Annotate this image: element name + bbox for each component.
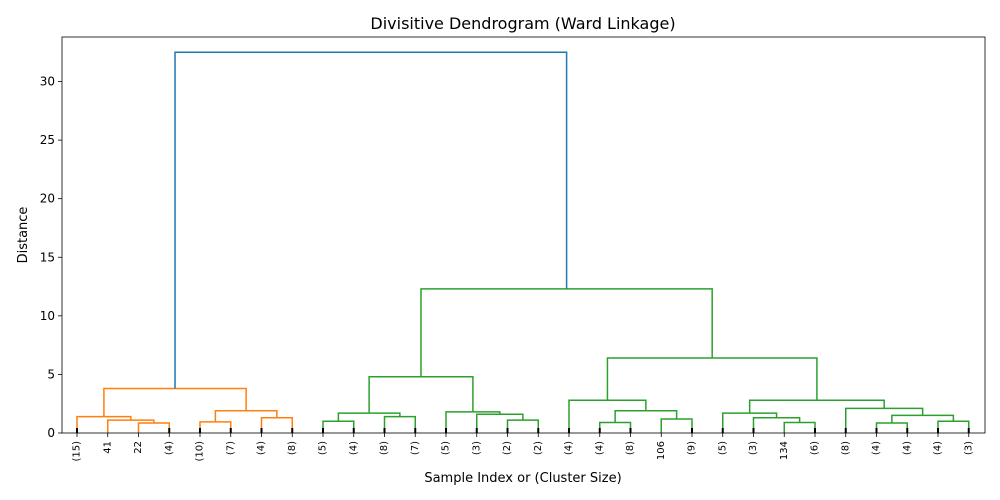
x-tick-label: (4) [902,441,913,455]
x-tick-label: (15) [72,441,83,462]
cluster-leaf-marker [260,428,263,433]
cluster-leaf-marker [906,428,909,433]
x-tick-label: (4) [594,441,605,455]
leaf-markers [76,428,970,433]
cluster-leaf-marker [475,428,478,433]
x-tick-label: (7) [225,441,236,455]
x-tick-label: (5) [717,441,728,455]
x-tick-label: (3) [748,441,759,455]
cluster-leaf-marker [844,428,847,433]
dendrogram-link [383,415,416,433]
x-axis: (15) 41 22 (4) (10) (7) (4) (8) (5) (4) (8) (7) (5) (… [72,433,974,462]
cluster-leaf-marker [937,428,939,433]
x-tick-label: (10) [195,441,206,462]
x-tick-label: (8) [379,441,390,455]
x-tick-label: (8) [625,441,636,455]
cluster-leaf-marker [445,428,447,433]
cluster-leaf-marker [322,428,324,433]
x-tick-label: (5) [441,441,452,455]
x-tick-label: (4) [256,441,267,455]
x-tick-label: (4) [871,441,882,455]
cluster-leaf-marker [352,428,355,433]
dendrogram-link [606,357,818,401]
cluster-leaf-marker [199,428,201,433]
cluster-leaf-marker [291,428,294,433]
cluster-leaf-marker [414,428,417,433]
x-tick-label: (3) [963,441,974,455]
cluster-leaf-marker [691,428,693,433]
dendrogram-link [214,409,278,422]
x-tick-label: (9) [687,441,698,455]
x-tick-label: (5) [318,441,329,455]
dendrogram-link [199,421,232,433]
x-tick-label: (4) [164,441,175,455]
x-tick-label: (4) [564,441,575,455]
dendrogram-link [660,418,693,433]
x-tick-label: (2) [502,441,513,455]
cluster-leaf-marker [229,428,232,433]
dendrogram-link [722,412,778,433]
cluster-leaf-marker [506,428,509,433]
x-tick-label: 106 [656,441,667,460]
cluster-leaf-marker [967,428,970,433]
dendrogram-link [174,51,568,389]
dendrogram-links [76,51,970,433]
cluster-leaf-marker [537,428,540,433]
y-tick-label: 30 [40,75,55,89]
dendrogram-link [783,421,816,433]
x-tick-label: (4) [933,441,944,455]
y-tick-label: 0 [47,426,55,440]
x-tick-label: 134 [779,441,790,460]
x-tick-label: (4) [348,441,359,455]
dendrogram-link [337,412,401,422]
cluster-leaf-marker [168,428,171,433]
y-axis: 0 5 10 15 20 25 30 [40,75,62,440]
cluster-leaf-marker [875,428,878,433]
x-tick-label: 22 [133,441,144,454]
dendrogram-link [614,409,678,423]
x-tick-label: (2) [533,441,544,455]
cluster-leaf-marker [568,428,570,433]
cluster-leaf-marker [598,428,601,433]
y-tick-label: 10 [40,309,55,323]
dendrogram-link [599,421,632,433]
dendrogram-link [76,415,132,433]
cluster-leaf-marker [383,428,386,433]
x-tick-label: (3) [471,441,482,455]
cluster-leaf-marker [76,428,78,433]
chart-title: Divisitive Dendrogram (Ward Linkage) [370,14,675,33]
y-tick-label: 20 [40,192,55,206]
cluster-leaf-marker [721,428,724,433]
x-tick-label: (8) [840,441,851,455]
y-tick-label: 15 [40,250,55,264]
cluster-leaf-marker [752,428,755,433]
plot-area-frame [61,36,986,434]
cluster-leaf-marker [629,428,632,433]
x-tick-label: 41 [102,441,113,454]
y-tick-label: 5 [47,367,55,381]
y-tick-label: 25 [40,133,55,147]
x-tick-label: (8) [287,441,298,455]
x-tick-label: (6) [810,441,821,455]
cluster-leaf-marker [814,428,816,433]
x-tick-label: (7) [410,441,421,455]
x-axis-label: Sample Index or (Cluster Size) [424,471,621,486]
y-axis-label: Distance [16,207,31,264]
